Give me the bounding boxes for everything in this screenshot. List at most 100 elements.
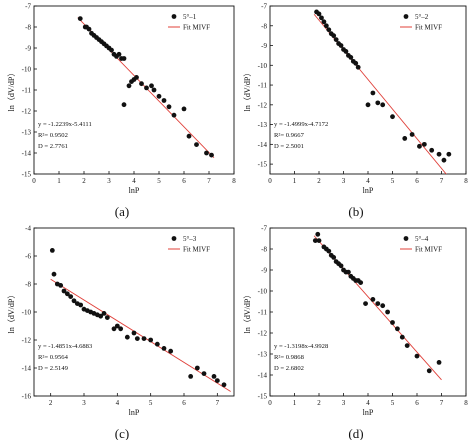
data-point: [358, 280, 364, 285]
y-axis-label: ln（dV/dP）: [243, 69, 252, 112]
data-point: [194, 365, 200, 371]
x-tick-label: 1: [293, 399, 297, 407]
x-tick-label: 3: [82, 399, 86, 407]
data-point: [414, 353, 420, 359]
y-tick-label: -10: [22, 66, 32, 74]
legend-marker: [403, 236, 409, 241]
data-point: [114, 323, 120, 329]
x-axis-label: lnP: [129, 186, 140, 195]
legend-series-label: 5°‒2: [415, 13, 429, 21]
data-point: [154, 341, 160, 347]
data-point: [380, 303, 386, 309]
data-point: [121, 56, 127, 61]
data-point: [78, 302, 84, 308]
data-point: [188, 374, 194, 379]
data-point: [77, 16, 83, 21]
y-tick-label: -10: [22, 309, 32, 317]
x-tick-label: 3: [342, 177, 346, 185]
data-point: [139, 81, 144, 87]
data-point: [149, 83, 154, 89]
fit-annotation: R²= 0.9667: [274, 132, 305, 139]
data-point: [429, 147, 435, 153]
data-point: [134, 336, 140, 341]
y-tick-label: -12: [22, 337, 32, 345]
y-tick-label: -11: [22, 87, 32, 95]
data-point: [58, 283, 64, 288]
data-point: [365, 102, 371, 108]
data-point: [399, 334, 405, 340]
data-point: [390, 320, 395, 325]
y-tick-label: -9: [25, 45, 31, 53]
data-point: [319, 15, 324, 21]
legend-fit-label: Fit MIVF: [183, 246, 210, 254]
data-point: [168, 348, 174, 354]
data-point: [333, 37, 339, 42]
y-tick-label: -15: [22, 171, 32, 179]
y-axis-label: ln（dV/dP）: [243, 291, 252, 334]
data-point: [211, 374, 217, 379]
data-point: [151, 87, 157, 93]
y-tick-label: -4: [25, 225, 31, 233]
x-tick-label: 0: [268, 177, 272, 185]
data-point: [315, 231, 321, 237]
data-point: [426, 368, 432, 374]
x-tick-label: 1: [293, 177, 297, 185]
y-tick-label: -14: [22, 365, 32, 373]
data-point: [166, 104, 172, 110]
y-tick-label: -13: [258, 351, 268, 359]
y-tick-label: -6: [25, 253, 31, 261]
y-tick-label: -8: [25, 281, 31, 289]
x-tick-label: 0: [268, 399, 272, 407]
x-tick-label: 2: [82, 177, 86, 185]
fit-annotation: R²= 0.9502: [38, 132, 68, 139]
x-tick-label: 8: [464, 177, 468, 185]
x-tick-label: 6: [415, 177, 419, 185]
x-tick-label: 5: [391, 177, 395, 185]
data-point: [370, 297, 376, 302]
legend-fit-label: Fit MIVF: [415, 246, 442, 254]
panel-label: (c): [115, 426, 129, 440]
y-tick-label: -11: [258, 82, 268, 90]
data-point: [331, 33, 337, 39]
y-tick-label: -12: [22, 108, 32, 116]
data-point: [436, 360, 442, 365]
data-point: [161, 346, 167, 351]
y-tick-label: -12: [258, 330, 268, 338]
data-point: [375, 301, 381, 306]
legend-series-label: 5°‒1: [183, 13, 197, 21]
data-point: [126, 83, 132, 89]
x-tick-label: 7: [440, 399, 444, 407]
y-tick-label: -14: [258, 372, 268, 380]
data-point: [71, 298, 77, 304]
chart-panel-2: 0 1 2 3 4 5 6 7 8 -7 -8 -9 -10 -11 -12 -13 -14 -15 lnP ln（d…: [243, 3, 468, 220]
x-tick-label: 7: [216, 399, 220, 407]
data-point: [390, 114, 395, 120]
y-tick-label: -7: [25, 3, 31, 11]
data-point: [323, 23, 329, 29]
y-tick-label: -13: [258, 121, 268, 129]
data-point: [316, 11, 322, 17]
data-point: [201, 371, 207, 376]
data-point: [338, 263, 344, 269]
y-tick-label: -14: [22, 150, 32, 158]
data-point: [121, 102, 127, 108]
data-point: [51, 271, 57, 277]
x-tick-label: 2: [317, 177, 321, 185]
data-point: [124, 334, 130, 340]
data-point: [181, 106, 187, 112]
fit-annotation: y = -1.3198x-4.9928: [274, 343, 329, 350]
data-point: [409, 132, 415, 137]
data-point: [68, 294, 74, 299]
x-tick-label: 1: [57, 177, 61, 185]
data-point: [355, 64, 361, 70]
y-tick-label: -8: [261, 22, 267, 30]
data-point: [441, 157, 447, 163]
x-tick-label: 4: [116, 399, 120, 407]
x-tick-label: 5: [149, 399, 153, 407]
x-tick-label: 0: [32, 177, 36, 185]
x-tick-label: 2: [49, 399, 53, 407]
x-tick-label: 2: [317, 399, 321, 407]
x-axis-label: lnP: [129, 408, 140, 417]
y-tick-label: -9: [261, 267, 267, 275]
